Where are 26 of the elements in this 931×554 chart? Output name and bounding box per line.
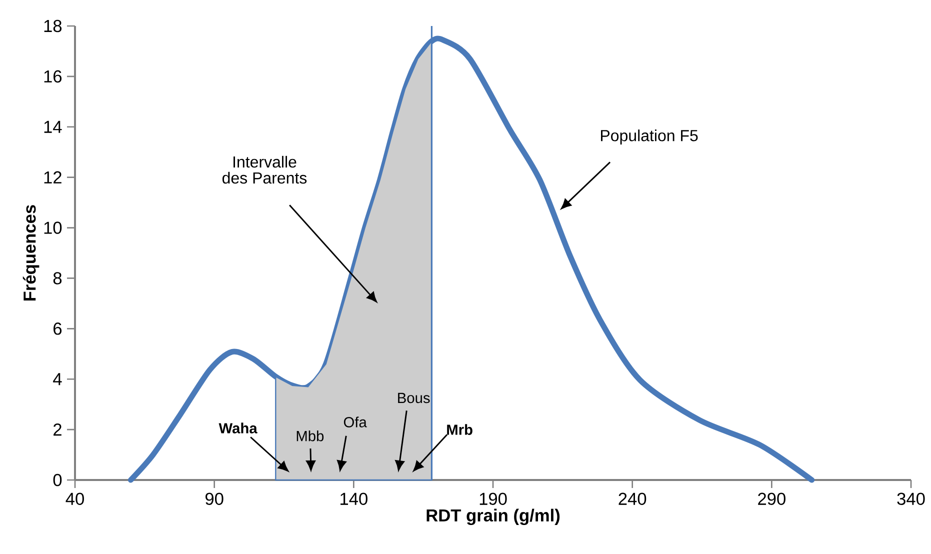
annotation: Waha	[218, 422, 258, 434]
y-axis-title: Fréquences	[22, 205, 40, 300]
y-tick-label: 0	[53, 474, 62, 486]
y-tick-label: 10	[44, 222, 62, 234]
annotation: Mbb	[296, 430, 324, 442]
y-tick-label: 4	[53, 373, 62, 386]
x-tick-label: 40	[66, 492, 84, 505]
y-tick-label: 14	[44, 120, 62, 133]
x-tick-label: 90	[206, 492, 224, 505]
annotation: Population F5	[601, 130, 698, 144]
annotation: Bous	[398, 392, 430, 404]
x-axis-title: RDT grain (g/ml)	[426, 508, 560, 526]
annotation: Ofa	[344, 416, 367, 428]
x-tick-label: 290	[758, 492, 786, 505]
y-tick-label: 18	[44, 20, 62, 32]
x-tick-label: 340	[897, 492, 925, 505]
x-tick-label: 140	[340, 492, 368, 505]
y-tick-label: 16	[44, 70, 62, 83]
annotation: Intervalle des Parents	[222, 156, 307, 184]
annotation: Mrb	[447, 424, 472, 435]
x-tick-label: 240	[618, 492, 646, 505]
y-tick-label: 12	[44, 171, 62, 184]
y-tick-label: 6	[54, 322, 62, 335]
x-tick-label: 190	[480, 492, 507, 505]
y-tick-label: 2	[54, 424, 62, 436]
y-tick-label: 8	[53, 272, 62, 284]
